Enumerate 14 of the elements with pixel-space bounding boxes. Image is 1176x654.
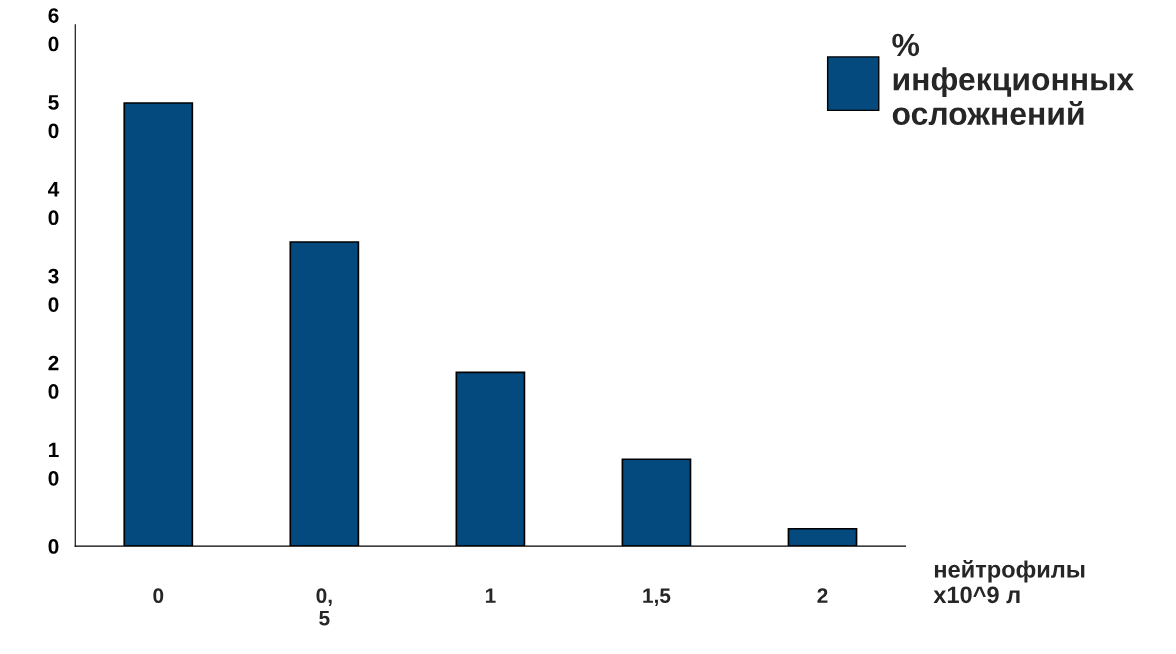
y-tick-label: 4 0: [48, 182, 60, 226]
y-tick-label: 3 0: [48, 268, 59, 312]
x-tick-label: 1,5: [643, 588, 671, 607]
y-tick-label: 0: [48, 539, 59, 554]
x-tick-label: 1: [485, 588, 496, 603]
y-tick-label: 6 0: [48, 8, 59, 52]
y-tick-label: 2 0: [48, 355, 59, 399]
x-axis-title: нейтрофилы х10^9 л: [933, 559, 1085, 604]
y-tick-label: 5 0: [48, 95, 59, 139]
legend-label: % инфекционных осложнений: [892, 33, 1134, 126]
x-tick-label: 2: [817, 588, 828, 603]
y-tick-label: 1 0: [48, 442, 59, 486]
x-tick-label: 0, 5: [316, 588, 332, 626]
x-tick-label: 0: [153, 588, 164, 604]
